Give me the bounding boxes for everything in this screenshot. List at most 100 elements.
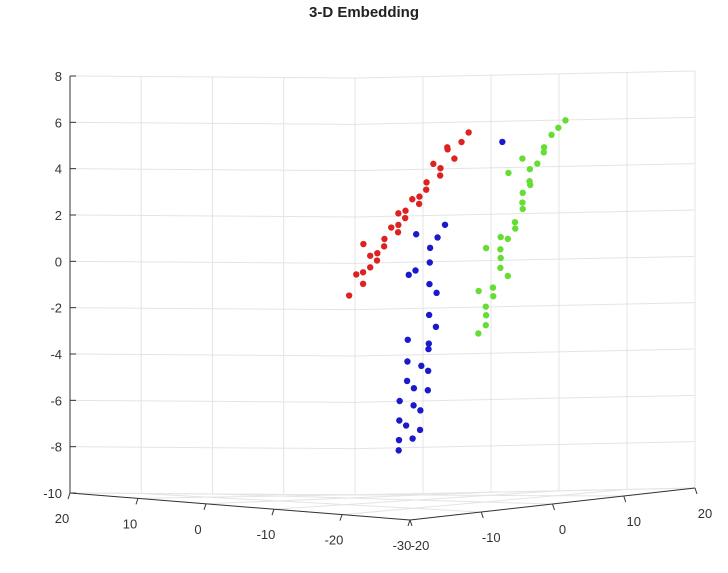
data-point-series-1 (404, 336, 411, 343)
data-point-series-0 (555, 124, 562, 131)
data-point-series-0 (504, 272, 512, 280)
data-point-series-1 (499, 138, 506, 146)
grid-line (69, 168, 356, 172)
data-point-series-0 (482, 303, 489, 310)
grid-line (69, 121, 356, 125)
y-tick-label: 0 (559, 522, 566, 537)
x-tick-mark (67, 492, 71, 500)
data-point-series-2 (430, 160, 437, 168)
data-point-series-1 (412, 231, 420, 238)
x-tick-label: -30 (393, 538, 412, 553)
data-point-series-0 (540, 149, 547, 156)
z-tick-label: 4 (55, 162, 62, 177)
data-point-series-0 (497, 264, 504, 272)
data-point-series-1 (395, 436, 403, 444)
grid-line (212, 493, 553, 505)
data-point-series-0 (519, 199, 526, 206)
data-points (345, 117, 569, 454)
data-point-series-0 (548, 131, 555, 139)
x-tick-mark (407, 519, 411, 527)
data-point-series-0 (519, 205, 526, 213)
y-tick-mark (480, 511, 484, 519)
data-point-series-0 (512, 225, 519, 232)
x-tick-mark (135, 498, 139, 505)
data-point-series-0 (505, 169, 512, 177)
data-point-series-0 (526, 165, 534, 173)
data-point-series-0 (562, 117, 569, 124)
x-tick-mark (271, 509, 275, 516)
data-point-series-2 (409, 196, 416, 203)
z-tick-label: 0 (55, 254, 62, 269)
y-tick-mark (694, 487, 698, 495)
grid-line (69, 353, 356, 357)
data-point-series-0 (490, 292, 497, 300)
data-point-series-1 (418, 362, 425, 370)
grid-line (69, 75, 356, 79)
data-point-series-2 (388, 224, 395, 231)
grid-line (69, 399, 356, 403)
data-point-series-2 (359, 280, 367, 288)
x-tick-label: 0 (194, 522, 201, 537)
data-point-series-1 (410, 385, 418, 392)
grid-line (69, 446, 356, 450)
grid-line (283, 494, 624, 497)
x-tick-label: -10 (257, 527, 276, 542)
data-point-series-0 (526, 181, 534, 189)
data-point-series-1 (396, 397, 403, 405)
grid-line (69, 307, 356, 311)
grid-line (354, 255, 696, 264)
z-tick-label: 6 (55, 115, 62, 130)
data-point-series-0 (482, 322, 489, 329)
grid-line (354, 394, 696, 403)
y-tick-label: 10 (627, 514, 641, 529)
z-tick-label: 8 (55, 69, 62, 84)
grid-lines (69, 70, 696, 521)
data-point-series-0 (482, 312, 490, 319)
data-point-series-1 (425, 311, 433, 319)
data-point-series-2 (458, 138, 465, 146)
z-tick-label: -6 (50, 393, 62, 408)
axes (67, 75, 698, 527)
data-point-series-2 (423, 179, 430, 186)
data-point-series-2 (353, 271, 360, 278)
data-point-series-1 (424, 367, 432, 375)
x-tick-mark (339, 514, 343, 521)
data-point-series-0 (497, 246, 504, 253)
data-point-series-0 (534, 160, 541, 167)
data-point-series-1 (426, 244, 434, 252)
grid-line (354, 163, 696, 172)
data-point-series-2 (436, 172, 444, 179)
grid-line (354, 302, 696, 311)
z-tick-label: -8 (50, 440, 62, 455)
z-tick-label: -10 (43, 486, 62, 501)
data-point-series-2 (373, 257, 381, 264)
data-point-series-2 (402, 207, 409, 214)
data-point-series-1 (396, 417, 403, 424)
x-axis (69, 492, 411, 521)
z-tick-label: -4 (50, 347, 62, 362)
tick-labels: 20 10 0 -10 -20 -30 -20-100102086420-2-4-6-8-1… (43, 69, 712, 553)
grid-line (354, 348, 696, 357)
data-point-series-2 (381, 235, 388, 243)
data-point-series-0 (497, 254, 504, 262)
data-point-series-2 (416, 193, 423, 200)
data-point-series-0 (511, 218, 519, 226)
data-point-series-1 (433, 289, 440, 297)
data-point-series-2 (367, 264, 374, 271)
data-point-series-2 (395, 221, 402, 229)
data-point-series-2 (395, 210, 402, 217)
data-point-series-1 (405, 271, 412, 279)
data-point-series-1 (410, 402, 417, 409)
data-point-series-0 (519, 155, 526, 162)
data-point-series-1 (425, 345, 432, 353)
x-tick-label: -20 (325, 533, 344, 548)
grid-line (69, 214, 356, 218)
chart-title: 3-D Embedding (308, 4, 419, 21)
data-point-series-0 (497, 233, 504, 241)
grid-line (354, 70, 696, 79)
data-point-series-2 (374, 249, 381, 257)
data-point-series-0 (540, 144, 548, 151)
data-point-series-2 (394, 229, 402, 236)
y-tick-label: -20 (411, 538, 430, 553)
y-tick-mark (552, 503, 555, 511)
